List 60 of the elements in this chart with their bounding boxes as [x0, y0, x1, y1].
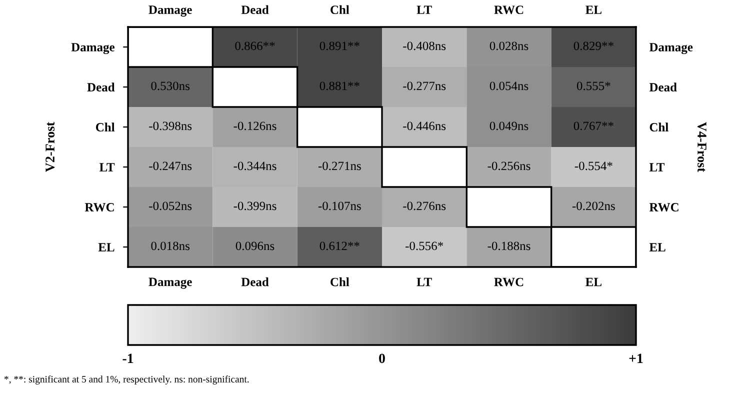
y2-tick-label: LT — [649, 163, 665, 172]
data-label: 0.767** — [574, 122, 614, 130]
category-label: LT — [416, 6, 432, 14]
category-label: Dead — [241, 5, 269, 14]
data-label: -0.446ns — [403, 122, 446, 130]
category-label: EL — [586, 6, 602, 14]
y-tick-label: Dead — [87, 82, 115, 92]
color-bar-label: -1 — [122, 354, 134, 363]
data-label: -0.202ns — [572, 202, 615, 210]
data-label: -0.556* — [406, 242, 444, 250]
data-label: 0.555* — [576, 82, 610, 90]
y2-tick-label: EL — [649, 243, 666, 252]
data-label: -0.276ns — [403, 202, 446, 210]
y-tick-label: EL — [98, 243, 114, 252]
color-bar-label: +1 — [629, 354, 643, 363]
data-label: -0.554* — [574, 162, 612, 170]
data-label: 0.096ns — [236, 242, 274, 250]
data-label: -0.399ns — [234, 202, 276, 210]
data-label: -0.052ns — [149, 202, 192, 210]
data-label: -0.344ns — [234, 162, 276, 170]
data-label: 0.881** — [320, 82, 360, 90]
category-label: RWC — [494, 6, 524, 14]
y2-tick-label: Damage — [649, 43, 693, 54]
x-tick-label: EL — [586, 278, 602, 286]
data-label: -0.126ns — [234, 122, 276, 130]
data-label: -0.271ns — [318, 162, 361, 170]
data-label: -0.107ns — [318, 202, 361, 210]
x-tick-label: RWC — [494, 278, 524, 286]
data-label: 0.612** — [320, 242, 360, 250]
data-label: -0.398ns — [149, 122, 192, 130]
data-label: 0.866** — [235, 42, 275, 50]
x-tick-label: LT — [416, 278, 432, 286]
y-tick-label: LT — [99, 163, 115, 172]
y-tick-label: RWC — [84, 203, 114, 212]
data-label: 0.829** — [574, 42, 614, 50]
y-tick-label: Damage — [71, 43, 114, 54]
x-tick-label: Damage — [148, 278, 192, 289]
data-label: -0.277ns — [403, 82, 446, 90]
category-label: Damage — [148, 6, 192, 17]
data-label: -0.247ns — [149, 162, 192, 170]
y2-tick-label: Dead — [649, 82, 677, 92]
data-label: 0.049ns — [490, 122, 528, 130]
data-label: 0.054ns — [490, 82, 528, 90]
y2-tick-label: Chl — [650, 122, 668, 132]
y-axis-title: V2-Frost — [46, 122, 55, 172]
x-tick-label: Dead — [241, 277, 269, 286]
data-label: 0.891** — [320, 42, 360, 50]
data-label: 0.028ns — [490, 42, 528, 50]
y-tick-label: Chl — [96, 122, 115, 132]
category-label: Chl — [330, 5, 350, 14]
y2-tick-label: RWC — [649, 203, 678, 212]
data-label: -0.408ns — [403, 42, 446, 50]
x-tick-label: Chl — [330, 277, 350, 286]
data-label: -0.188ns — [488, 242, 530, 250]
data-label: 0.018ns — [151, 242, 190, 250]
data-label: -0.256ns — [488, 162, 530, 170]
text: *, **: significant at 5 and 1%, respectively. ns: non-significant. — [4, 376, 249, 384]
y2-axis-title: V4-Frost — [697, 122, 706, 172]
data-label: 0.530ns — [151, 82, 190, 90]
color-bar-label: 0 — [379, 354, 385, 364]
